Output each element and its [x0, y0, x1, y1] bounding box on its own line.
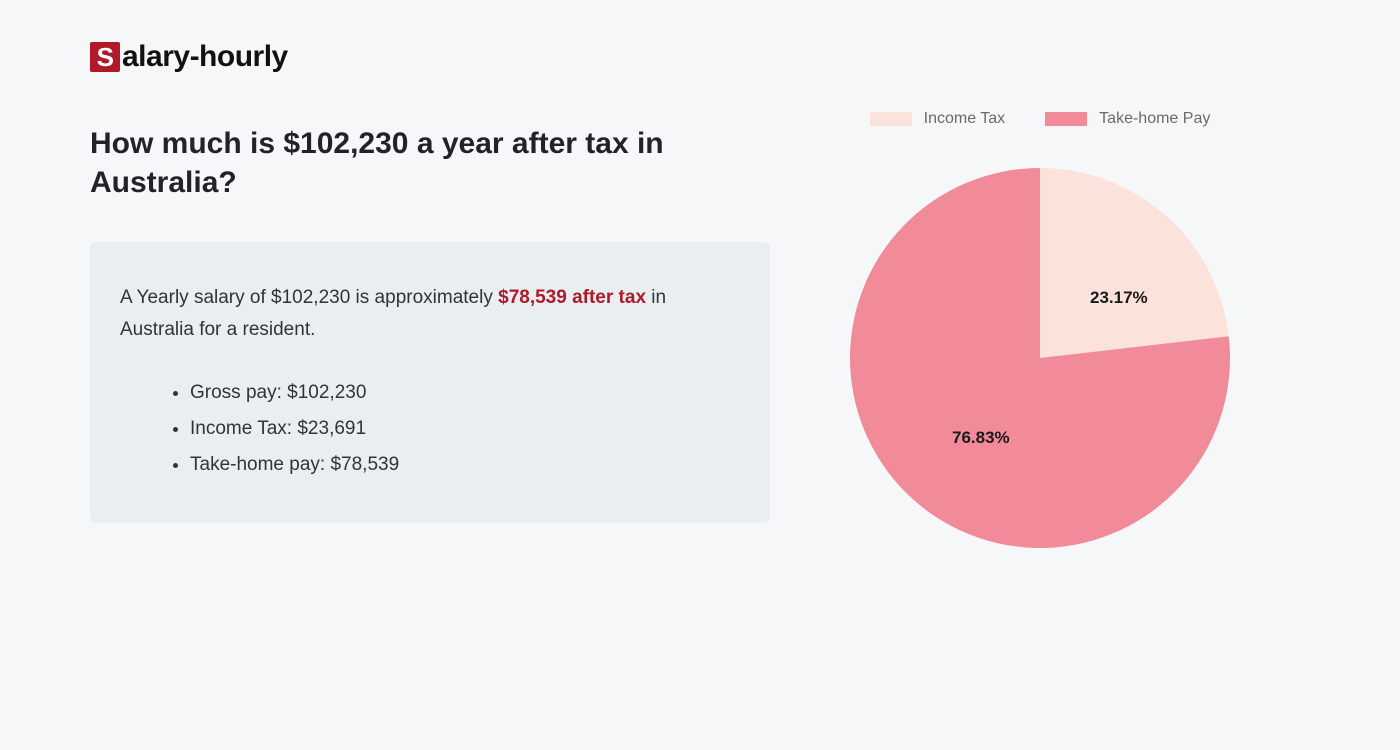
pie-chart: 23.17% 76.83%: [850, 148, 1230, 548]
summary-text: A Yearly salary of $102,230 is approxima…: [120, 282, 740, 347]
chart-column: Income Tax Take-home Pay 23.17% 76.83%: [830, 40, 1250, 548]
page-title: How much is $102,230 a year after tax in…: [90, 124, 770, 202]
legend-item-income-tax: Income Tax: [870, 110, 1006, 128]
left-column: Salary-hourly How much is $102,230 a yea…: [90, 40, 770, 548]
breakdown-list: Gross pay: $102,230 Income Tax: $23,691 …: [120, 375, 740, 483]
summary-highlight: $78,539 after tax: [498, 287, 646, 308]
logo-text: alary-hourly: [122, 40, 288, 74]
summary-card: A Yearly salary of $102,230 is approxima…: [90, 242, 770, 523]
legend-label: Take-home Pay: [1099, 110, 1210, 128]
chart-legend: Income Tax Take-home Pay: [870, 110, 1211, 128]
summary-prefix: A Yearly salary of $102,230 is approxima…: [120, 287, 498, 308]
legend-label: Income Tax: [924, 110, 1006, 128]
pie-svg: [850, 148, 1230, 548]
legend-swatch-icon: [870, 112, 912, 126]
logo-s-icon: S: [90, 42, 120, 72]
list-item: Income Tax: $23,691: [190, 411, 740, 447]
list-item: Take-home pay: $78,539: [190, 447, 740, 483]
legend-swatch-icon: [1045, 112, 1087, 126]
list-item: Gross pay: $102,230: [190, 375, 740, 411]
pie-slice-label: 23.17%: [1090, 288, 1148, 308]
logo: Salary-hourly: [90, 40, 770, 74]
page-container: Salary-hourly How much is $102,230 a yea…: [0, 0, 1400, 568]
pie-slice-label: 76.83%: [952, 428, 1010, 448]
legend-item-take-home: Take-home Pay: [1045, 110, 1210, 128]
